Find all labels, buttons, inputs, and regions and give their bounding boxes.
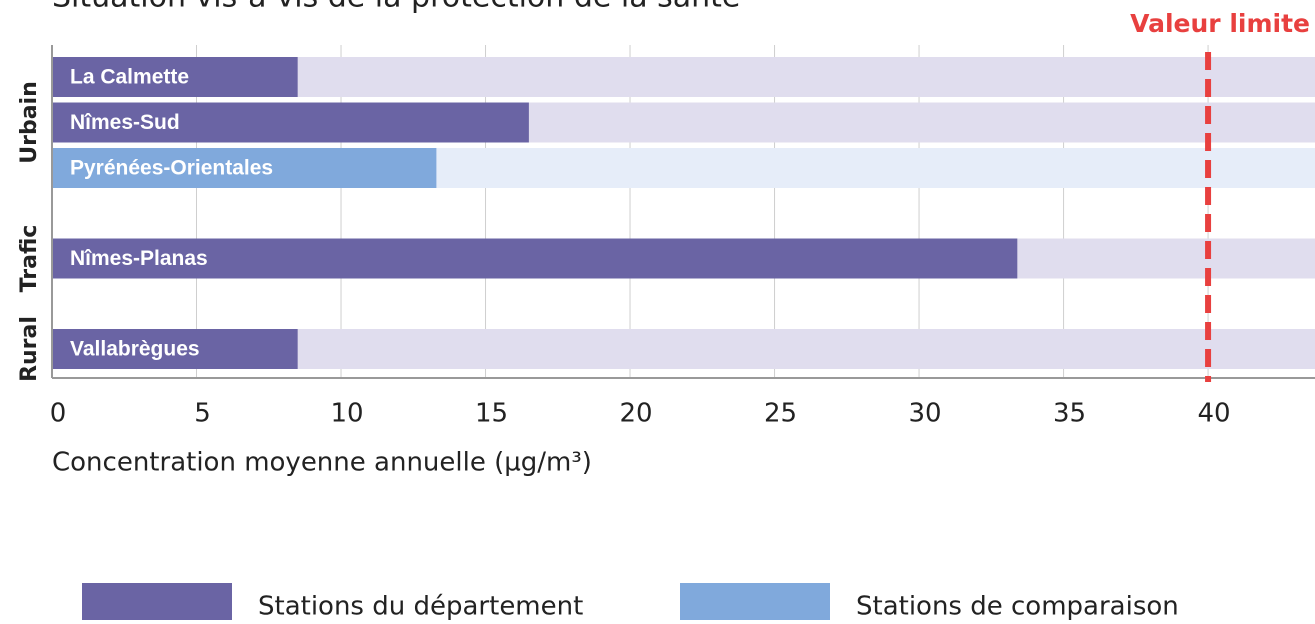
group-label: Trafic	[17, 225, 42, 293]
bar	[52, 102, 529, 143]
reference-label: Valeur limite	[1130, 9, 1310, 38]
group-label: Rural	[17, 316, 42, 382]
group-label: Urbain	[17, 81, 42, 164]
legend-label: Stations de comparaison	[856, 592, 1179, 622]
legend-label: Stations du département	[258, 592, 583, 622]
x-tick-label: 35	[1053, 399, 1086, 429]
chart-title: Situation vis-à-vis de la protection de …	[52, 0, 740, 15]
x-tick-label: 0	[50, 399, 67, 429]
x-axis-label: Concentration moyenne annuelle (µg/m³)	[52, 448, 592, 478]
x-tick-label: 30	[909, 399, 942, 429]
legend-swatch	[82, 583, 232, 620]
bar	[52, 329, 298, 369]
bar-label: Nîmes-Sud	[70, 111, 180, 134]
bar	[52, 148, 437, 188]
x-tick-label: 40	[1198, 399, 1231, 429]
bar	[52, 57, 298, 97]
x-tick-label: 5	[194, 399, 211, 429]
bar-label: Nîmes-Planas	[70, 247, 208, 270]
legend-swatch	[680, 583, 830, 620]
bar-label: La Calmette	[70, 66, 189, 89]
x-tick-label: 25	[764, 399, 797, 429]
x-tick-label: 20	[619, 399, 652, 429]
x-tick-label: 10	[330, 399, 363, 429]
bar-label: Pyrénées-Orientales	[70, 157, 273, 180]
x-tick-label: 15	[475, 399, 508, 429]
bar	[52, 238, 1018, 279]
bar-label: Vallabrègues	[70, 338, 200, 361]
